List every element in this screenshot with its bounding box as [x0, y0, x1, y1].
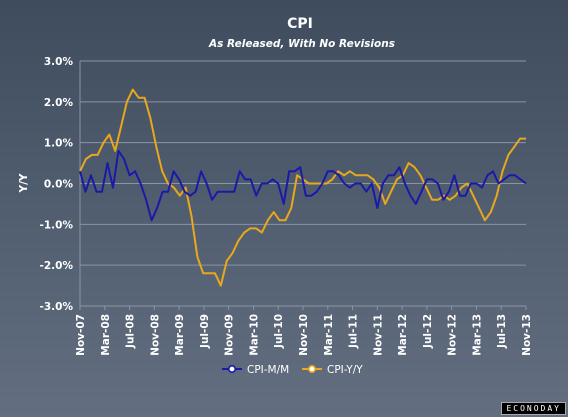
x-tick-label: Nov-09 — [224, 314, 236, 356]
x-tick-label: Nov-11 — [372, 314, 384, 356]
data-series — [79, 88, 527, 287]
x-tick-label: Jul-12 — [422, 314, 434, 349]
x-tick-label: Mar-11 — [323, 314, 335, 356]
x-tick-label: Mar-10 — [248, 314, 260, 356]
x-tick-label: Jul-08 — [125, 314, 137, 349]
x-tick-label: Mar-08 — [100, 314, 112, 356]
x-tick-label: Nov-07 — [75, 314, 87, 356]
legend-label: CPI-M/M — [247, 364, 289, 376]
y-tick-label: -1.0% — [40, 219, 74, 231]
y-tick-label: 1.0% — [44, 138, 74, 150]
x-tick-label: Nov-10 — [298, 314, 310, 356]
y-tick-label: 3.0% — [44, 56, 74, 68]
y-tick-labels: 3.0% 2.0% 1.0% 0.0% -1.0% -2.0% -3.0% — [40, 56, 74, 313]
x-tick-label: Mar-13 — [471, 314, 483, 356]
x-tick-label: Mar-12 — [397, 314, 409, 356]
chart-subtitle: As Released, With No Revisions — [208, 38, 395, 50]
x-tick-label: Jul-09 — [199, 314, 211, 349]
x-tick-label: Jul-11 — [348, 314, 360, 349]
legend: CPI-M/M CPI-Y/Y — [222, 364, 363, 376]
y-tick-label: 0.0% — [44, 179, 74, 191]
y-tick-label: -2.0% — [40, 260, 74, 272]
x-tick-label: Mar-09 — [174, 314, 186, 356]
x-tick-label: Nov-08 — [149, 314, 161, 356]
legend-label: CPI-Y/Y — [327, 364, 363, 376]
y-tick-label: -3.0% — [40, 301, 74, 313]
legend-marker — [228, 364, 237, 373]
x-tick-label: Jul-13 — [496, 314, 508, 349]
legend-marker — [307, 364, 316, 373]
x-tick-label: Nov-13 — [521, 314, 533, 356]
y-axis-label: Y/Y — [18, 173, 30, 193]
series-line-cpi-y-y — [79, 88, 526, 287]
econoday-logo: ECONODAY — [501, 402, 566, 415]
x-tick-labels: Nov-07 Mar-08 Jul-08 Nov-08 Mar-09 Jul-09 Nov-… — [75, 306, 533, 356]
x-tick-label: Jul-10 — [273, 314, 285, 349]
chart-title: CPI — [287, 16, 313, 32]
y-tick-label: 2.0% — [44, 97, 74, 109]
series-line-cpi-m-m — [79, 149, 527, 222]
x-tick-label: Nov-12 — [447, 314, 459, 356]
